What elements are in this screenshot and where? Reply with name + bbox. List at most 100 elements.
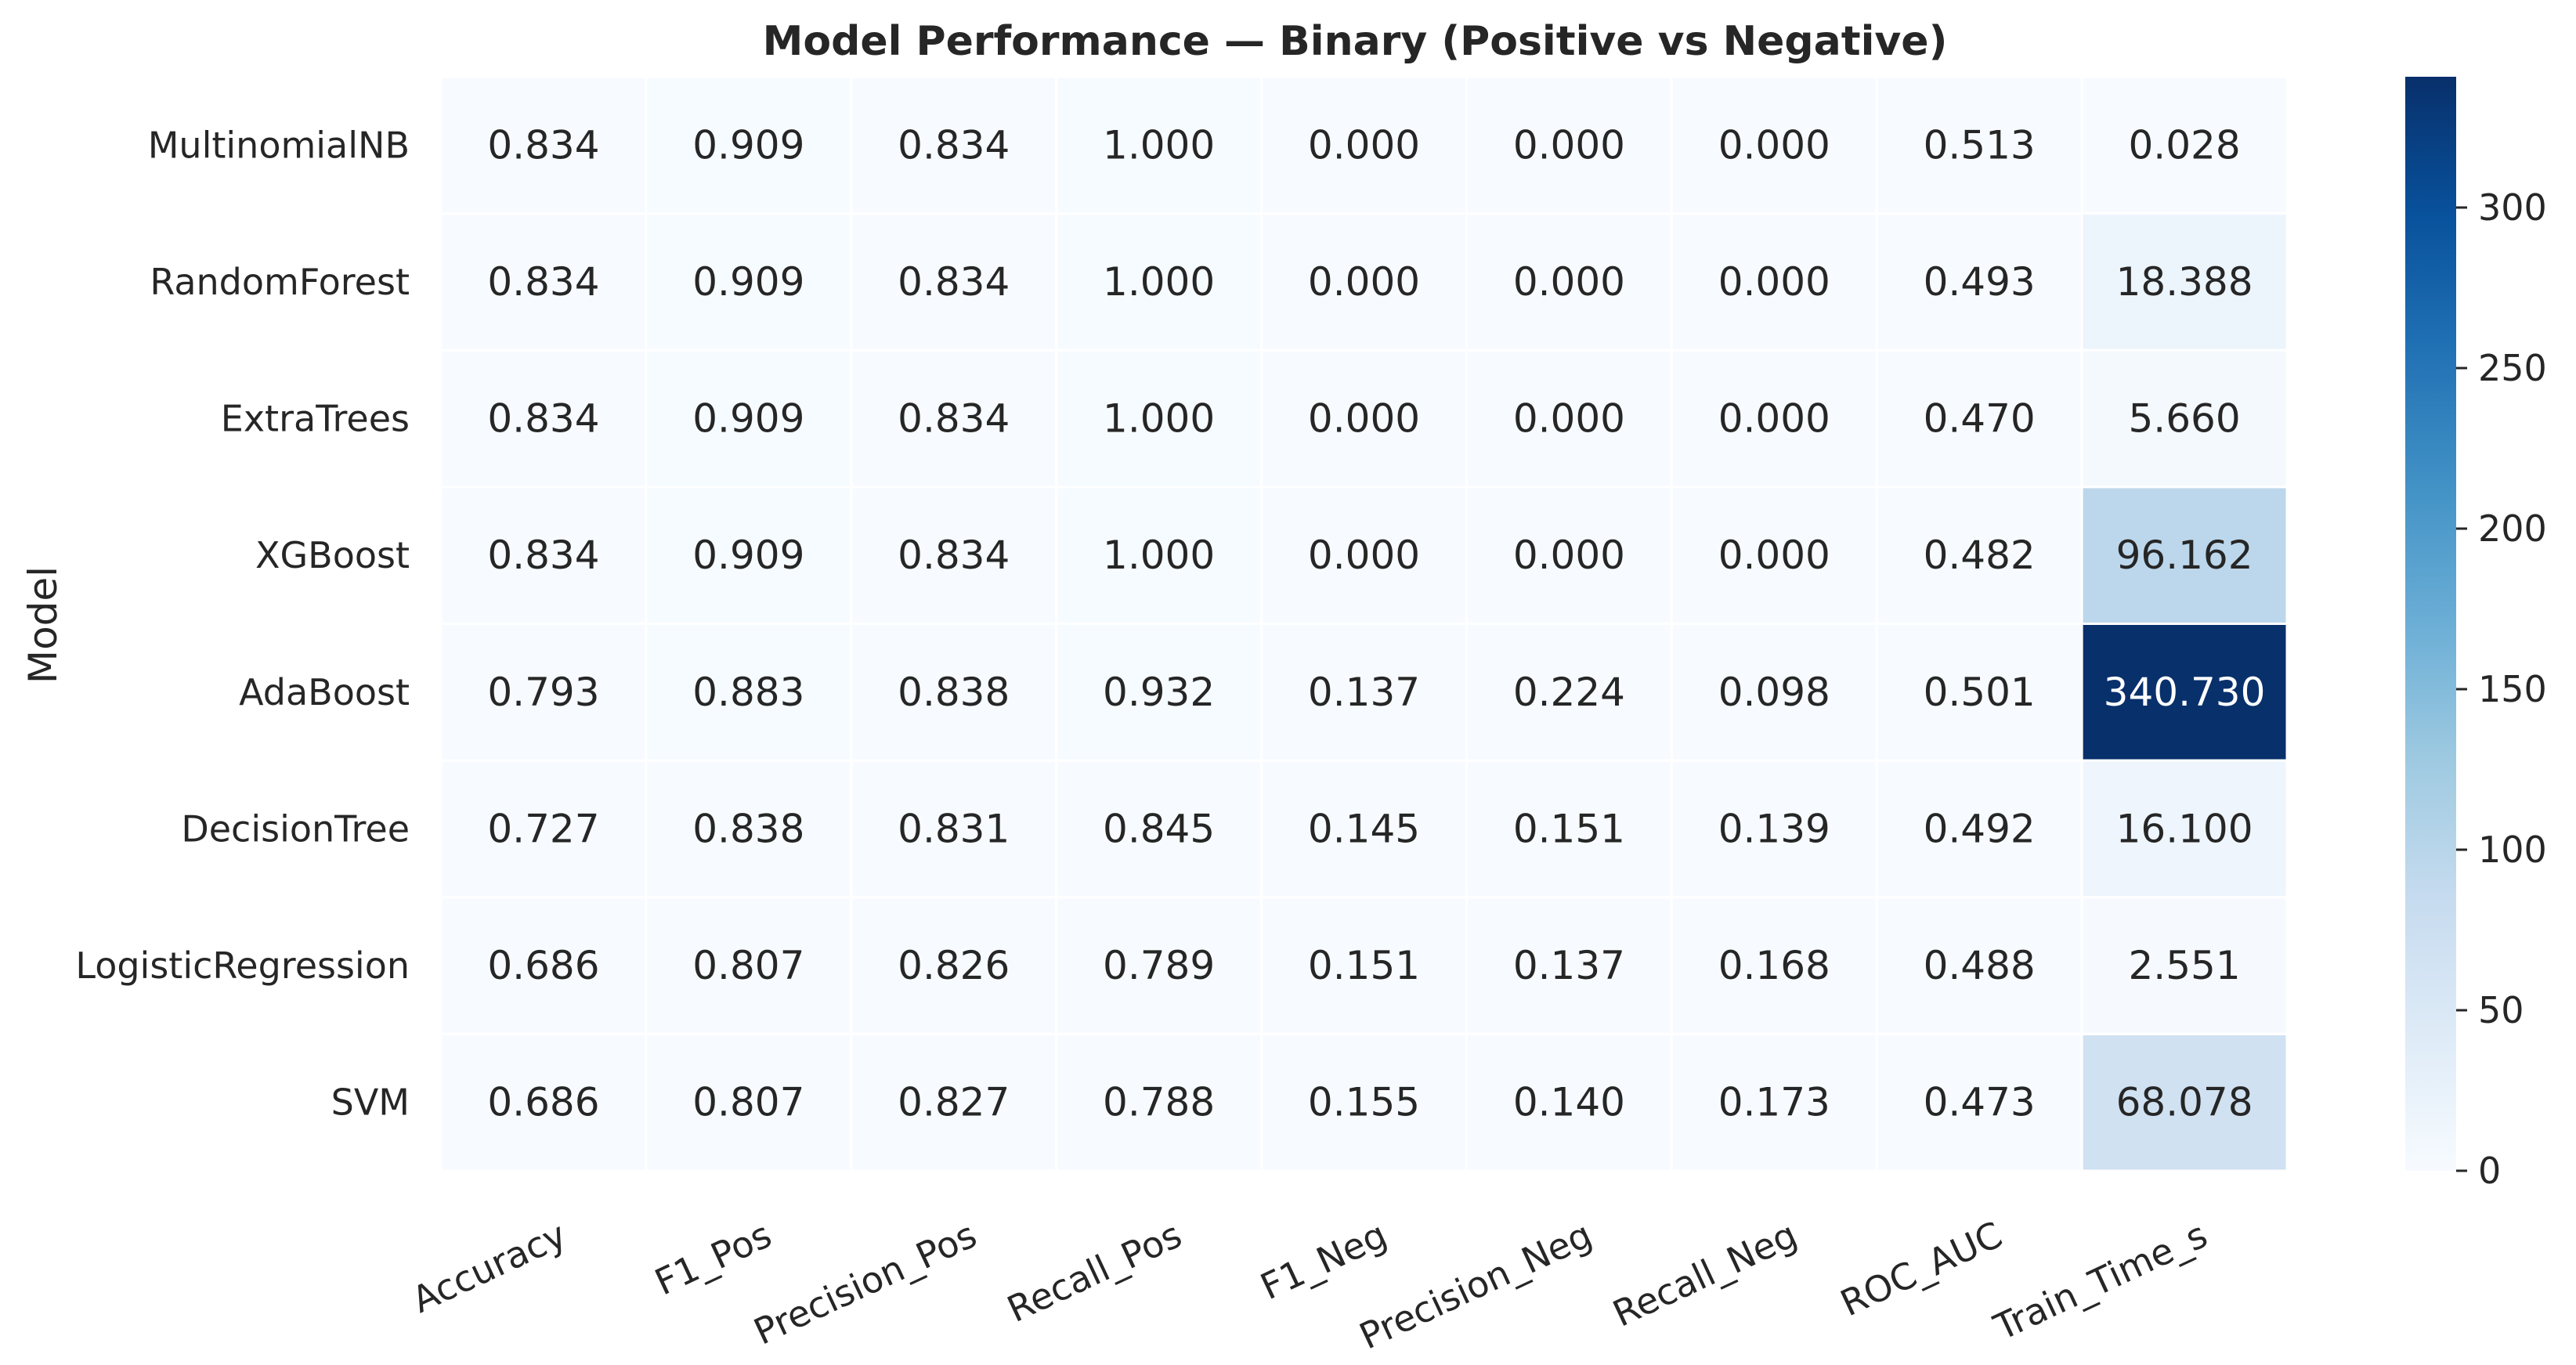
cell-value-label: 0.000 [1513, 396, 1625, 442]
cell-value-label: 1.000 [1103, 259, 1215, 305]
cell-value-label: 0.838 [898, 670, 1010, 715]
colorbar-ticks: 0 50 100 150 200 250 300 [2456, 186, 2547, 1192]
cell-value-label: 0.493 [1924, 259, 2036, 305]
heatmap-cell [850, 759, 1058, 899]
cell-value-label: 0.000 [1718, 396, 1830, 442]
cell-value-label: 0.168 [1718, 943, 1830, 988]
cell-value-label: 96.162 [2116, 533, 2253, 578]
heatmap-cell [645, 486, 853, 625]
heatmap-cell [645, 896, 853, 1035]
heatmap-cell [2080, 212, 2289, 352]
cell-value-label: 1.000 [1103, 396, 1215, 442]
heatmap-cell [1465, 75, 1673, 215]
cell-value-label: 0.139 [1718, 806, 1830, 851]
column-label: Recall_Neg [1606, 1213, 1803, 1335]
cell-value-label: 0.909 [692, 259, 804, 305]
column-label: F1_Pos [649, 1213, 778, 1303]
heatmap-cell [645, 348, 853, 489]
cell-value-label: 0.834 [898, 259, 1010, 305]
heatmap-cell [1875, 759, 2083, 899]
row-label: SVM [331, 1082, 410, 1124]
heatmap-cell [1055, 759, 1263, 899]
heatmap-cell [2080, 486, 2289, 625]
heatmap-cell [1670, 212, 1878, 352]
cell-value-label: 0.838 [692, 806, 804, 851]
heatmap-cell [439, 1032, 648, 1172]
heatmap-cell [850, 212, 1058, 352]
heatmap-cell [1055, 75, 1263, 215]
cell-value-label: 0.834 [487, 533, 599, 578]
row-label: DecisionTree [181, 807, 410, 850]
cell-value-label: 0.151 [1308, 943, 1420, 988]
cell-value-label: 0.834 [898, 122, 1010, 168]
cell-value-label: 0.173 [1718, 1080, 1830, 1125]
heatmap-cell [1055, 1032, 1263, 1172]
heatmap-cell [850, 1032, 1058, 1172]
cell-value-label: 0.932 [1103, 670, 1215, 715]
colorbar [2405, 77, 2456, 1171]
heatmap-cell [645, 759, 853, 899]
cell-value-label: 0.000 [1513, 533, 1625, 578]
cell-value-label: 0.827 [898, 1080, 1010, 1125]
heatmap-cells: 0.834 0.909 0.834 1.000 0.000 0.000 0.000 0.513… [439, 75, 2289, 1172]
cell-value-label: 0.492 [1924, 806, 2036, 851]
heatmap-cell [1875, 212, 2083, 352]
cell-value-label: 5.660 [2128, 396, 2240, 442]
cell-value-label: 340.730 [2104, 670, 2266, 715]
heatmap-cell [1260, 759, 1468, 899]
cell-value-label: 0.000 [1308, 533, 1420, 578]
cell-value-label: 0.686 [487, 1080, 599, 1125]
cell-value-label: 0.826 [898, 943, 1010, 988]
row-label: XGBoost [255, 534, 410, 576]
cell-value-label: 0.000 [1718, 533, 1830, 578]
cell-value-label: 1.000 [1103, 122, 1215, 168]
column-label: Accuracy [406, 1213, 573, 1321]
heatmap-cell [1875, 75, 2083, 215]
cell-value-label: 0.488 [1924, 943, 2036, 988]
cell-value-label: 0.137 [1308, 670, 1420, 715]
cell-value-label: 0.831 [898, 806, 1010, 851]
heatmap-cell [850, 623, 1058, 762]
row-label: AdaBoost [239, 671, 410, 713]
heatmap-cell [439, 896, 648, 1035]
cell-value-label: 16.100 [2116, 806, 2253, 851]
cell-value-label: 1.000 [1103, 533, 1215, 578]
cell-value-label: 0.845 [1103, 806, 1215, 851]
heatmap-cell [439, 348, 648, 489]
cell-value-label: 0.834 [487, 396, 599, 442]
heatmap-cell [645, 75, 853, 215]
heatmap-cell [1260, 896, 1468, 1035]
colorbar-tick-label: 100 [2478, 829, 2547, 871]
column-label: Recall_Pos [1001, 1213, 1188, 1331]
cell-value-label: 0.224 [1513, 670, 1625, 715]
cell-value-label: 0.789 [1103, 943, 1215, 988]
heatmap-cell [439, 486, 648, 625]
heatmap-cell [1465, 759, 1673, 899]
cell-value-label: 0.834 [487, 122, 599, 168]
chart-title: Model Performance — Binary (Positive vs … [763, 18, 1948, 65]
cell-value-label: 0.909 [692, 533, 804, 578]
cell-value-label: 0.470 [1924, 396, 2036, 442]
cell-value-label: 0.834 [487, 259, 599, 305]
cell-value-label: 0.140 [1513, 1080, 1625, 1125]
cell-value-label: 0.834 [898, 396, 1010, 442]
cell-value-label: 0.834 [898, 533, 1010, 578]
heatmap-cell [1465, 623, 1673, 762]
cell-value-label: 0.513 [1924, 122, 2036, 168]
row-label: LogisticRegression [75, 944, 410, 987]
column-label: ROC_AUC [1834, 1213, 2009, 1324]
heatmap-cell [439, 212, 648, 352]
colorbar-tick-label: 150 [2478, 668, 2547, 710]
heatmap-cell [1055, 623, 1263, 762]
cell-value-label: 0.145 [1308, 806, 1420, 851]
cell-value-label: 0.883 [692, 670, 804, 715]
cell-value-label: 0.000 [1513, 122, 1625, 168]
heatmap-cell [1465, 1032, 1673, 1172]
heatmap-cell [439, 759, 648, 899]
column-label: Precision_Pos [747, 1213, 983, 1352]
colorbar-tick-label: 250 [2478, 347, 2547, 389]
cell-value-label: 0.000 [1308, 396, 1420, 442]
cell-value-label: 0.000 [1308, 259, 1420, 305]
y-axis-label: Model [20, 566, 66, 684]
